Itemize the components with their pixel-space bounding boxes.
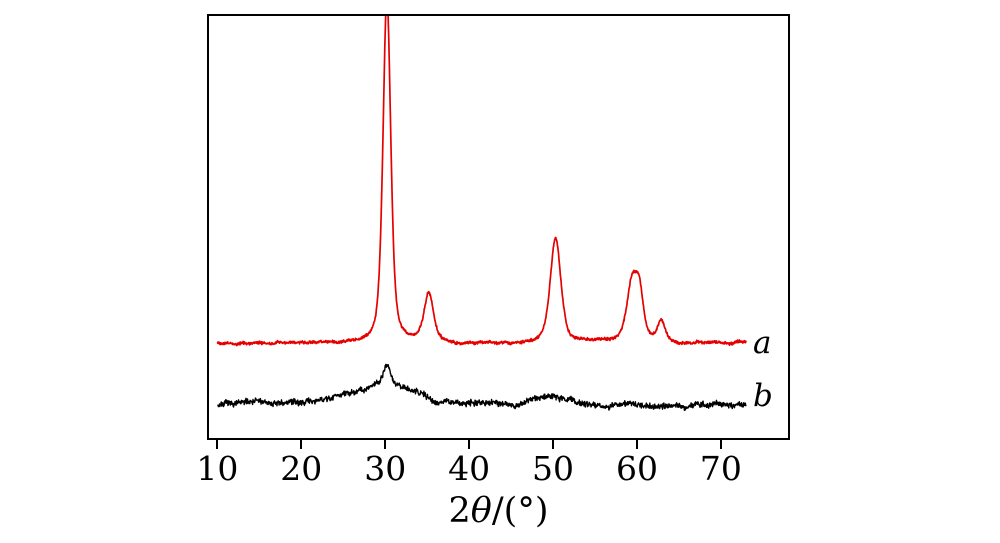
xrd-curves-svg — [216, 16, 747, 411]
curve-a — [216, 16, 747, 347]
x-tick-mark — [719, 440, 722, 449]
x-tick-label: 10 — [196, 449, 239, 488]
x-tick-mark — [384, 440, 387, 449]
x-axis-title-prefix: 2 — [448, 491, 471, 531]
x-tick-label: 50 — [532, 449, 575, 488]
x-tick-label: 20 — [280, 449, 323, 488]
x-tick-label: 70 — [699, 449, 742, 488]
curve-b — [217, 363, 747, 411]
x-tick-mark — [300, 440, 303, 449]
x-tick-mark — [635, 440, 638, 449]
x-tick-label: 40 — [448, 449, 491, 488]
x-axis-ticks: 10 20 30 40 50 60 70 — [196, 440, 788, 495]
x-tick-mark — [468, 440, 471, 449]
curve-label-b: b — [753, 378, 773, 414]
x-tick-label: 30 — [364, 449, 407, 488]
plot-area — [207, 14, 790, 440]
x-axis-title: 2θ/(°) — [207, 491, 790, 531]
curve-label-a: a — [753, 325, 772, 361]
x-tick-label: 60 — [615, 449, 658, 488]
theta-symbol: θ — [470, 491, 492, 531]
x-axis-title-suffix: /(°) — [491, 491, 549, 531]
x-tick-mark — [552, 440, 555, 449]
x-tick-mark — [216, 440, 219, 449]
